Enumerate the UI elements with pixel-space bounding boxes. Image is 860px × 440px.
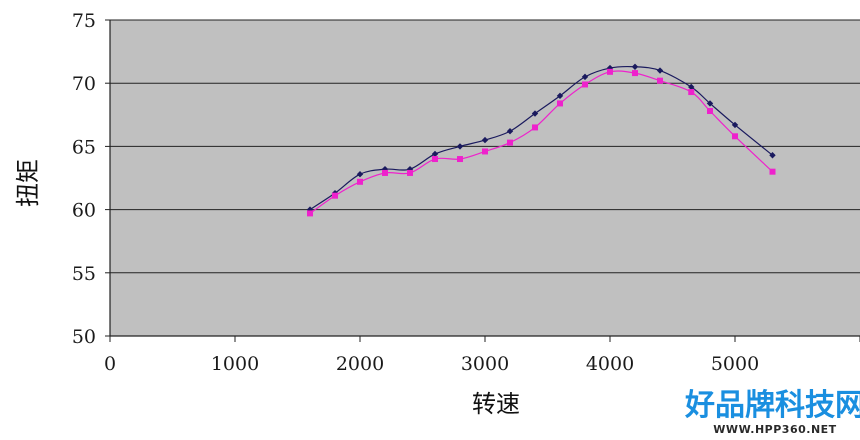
series-1-point (456, 143, 464, 150)
series-2-point (457, 156, 463, 163)
x-axis-title: 转速 (472, 390, 520, 418)
series-2-point (357, 178, 363, 185)
series-1-point (531, 110, 539, 117)
series-1-point (706, 100, 714, 107)
series-1-point (556, 92, 564, 100)
watermark-main-text: 好品牌科技网 (684, 388, 860, 423)
grid-lines (110, 19, 860, 274)
plot-area (110, 20, 860, 336)
series-1-point (356, 171, 364, 178)
series-2-point (657, 77, 663, 84)
x-tick-label: 4000 (586, 353, 634, 375)
series-1-point (656, 67, 664, 74)
watermark-sub-text: WWW.HPP360.NET (713, 423, 836, 436)
series-1-point (631, 63, 639, 70)
series-1-point (731, 121, 739, 129)
series-layer (306, 63, 776, 217)
series-1-point (481, 136, 489, 144)
series-2-point (407, 169, 413, 176)
series-2-point (688, 89, 695, 96)
series-2-point (382, 169, 388, 176)
y-tick-label: 55 (72, 263, 96, 285)
series-2-point (607, 68, 613, 75)
y-tick-label: 60 (72, 200, 96, 222)
series-2-point (307, 210, 313, 217)
x-tick-label: 0 (104, 353, 116, 375)
y-axis-ticks: 50 55 60 65 70 75 (72, 10, 110, 348)
y-tick-label: 65 (72, 136, 96, 158)
series-2-point (532, 124, 538, 131)
series-2-point (507, 139, 513, 146)
watermark: 好品牌科技网 WWW.HPP360.NET (684, 388, 860, 436)
series-2-point (332, 192, 338, 199)
series-2-point (732, 133, 738, 140)
series-1-point (581, 73, 589, 81)
series-2-point (632, 70, 638, 77)
series-2-point (707, 108, 713, 115)
series-1-point (431, 150, 439, 158)
x-tick-label: 2000 (336, 353, 384, 375)
series-2-point (482, 148, 488, 155)
x-tick-label: 3000 (461, 353, 509, 375)
series-1-point (506, 128, 514, 135)
series-2-point (557, 100, 563, 107)
y-tick-label: 70 (72, 73, 96, 95)
x-tick-label: 5000 (711, 353, 759, 375)
x-axis-ticks: 0 1000 2000 3000 4000 5000 (104, 336, 860, 375)
series-1-point (688, 83, 695, 91)
y-axis-title: 扭矩 (14, 159, 42, 207)
y-tick-label: 50 (72, 326, 96, 348)
series-1-point (769, 152, 776, 159)
series-2-point (432, 156, 438, 163)
series-2-point (582, 81, 588, 88)
x-tick-label: 1000 (211, 353, 259, 375)
series-2-point (769, 168, 776, 175)
y-tick-label: 75 (72, 10, 96, 32)
